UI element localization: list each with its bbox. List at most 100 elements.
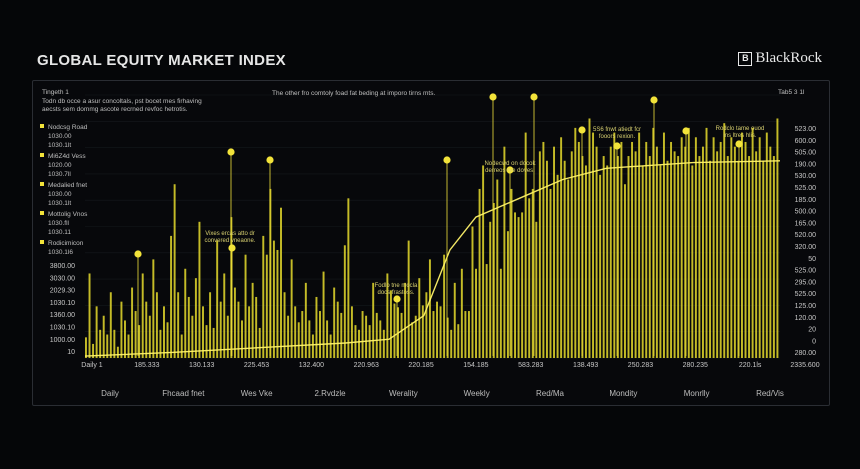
annotation-pin-head	[227, 148, 235, 156]
bar	[131, 287, 134, 358]
bar	[506, 231, 509, 358]
bar	[570, 151, 573, 358]
x-tick-label: 220.1ls	[739, 362, 762, 369]
bar	[553, 146, 556, 358]
bar	[467, 311, 470, 358]
y-tick-label-right: 185.00	[795, 197, 817, 204]
bar	[159, 329, 162, 358]
bar	[297, 322, 300, 358]
bar	[694, 137, 697, 358]
annotation-pin-head	[682, 127, 690, 135]
bar	[705, 127, 708, 359]
bar	[652, 127, 655, 359]
annotation-pin-head	[578, 126, 586, 134]
y-tick-label-right: 320.00	[795, 244, 817, 251]
bar	[375, 312, 378, 358]
annotation-pin-head	[266, 156, 274, 164]
bar	[432, 311, 435, 358]
bar	[744, 141, 747, 358]
bar	[648, 156, 651, 358]
y-tick-label-right: 600.00	[795, 138, 817, 145]
y-tick-label-right: 165.00	[795, 220, 817, 227]
y-tick-label-right: 0	[812, 338, 816, 345]
x-tick-label: 185.333	[134, 362, 159, 369]
bar	[450, 329, 453, 358]
bar	[691, 165, 694, 358]
bar	[634, 151, 637, 358]
y-tick-label-left: 2029.30	[50, 288, 75, 295]
bar	[762, 160, 765, 358]
bar	[489, 221, 492, 358]
bar	[393, 303, 396, 358]
bar	[584, 165, 587, 358]
bar	[740, 132, 743, 358]
bar	[769, 146, 772, 358]
bar	[106, 334, 109, 358]
annotation-label: fooors rexion.	[599, 134, 636, 140]
bar	[209, 292, 212, 358]
bar	[638, 132, 641, 358]
bar	[524, 132, 527, 358]
annotation-label: Nodecwd on docok	[484, 161, 536, 167]
bar	[443, 254, 446, 358]
bar	[294, 306, 297, 358]
y-tick-label-right: 500.00	[795, 209, 817, 216]
bar	[411, 322, 414, 358]
bar	[226, 315, 229, 358]
legend-value: 1030.00	[48, 191, 72, 198]
y-tick-label-right: 530.00	[795, 173, 817, 180]
bar	[343, 245, 346, 358]
bar	[280, 207, 282, 358]
period-label: Fhcaad fnet	[162, 389, 205, 398]
x-tick-label: 225.453	[244, 362, 269, 369]
period-label: Red/Vis	[756, 389, 784, 398]
bar	[134, 311, 137, 358]
bar	[577, 141, 580, 358]
bar	[326, 320, 329, 358]
bar	[439, 306, 442, 358]
bar	[99, 329, 102, 358]
bar	[141, 273, 144, 358]
bar	[592, 132, 595, 358]
bar	[170, 235, 173, 358]
legend-swatch	[40, 240, 44, 244]
bar	[191, 315, 194, 358]
bar	[92, 343, 95, 358]
bar	[276, 249, 279, 358]
bar	[595, 146, 598, 358]
bar	[400, 312, 403, 358]
annotation-pin-head	[228, 244, 236, 252]
y-tick-label-right: 505.00	[795, 150, 817, 157]
x-tick-label: 220.963	[354, 362, 379, 369]
bar	[737, 160, 740, 358]
bar	[733, 146, 736, 358]
annotation-label: Vixes ercas atto dr	[205, 231, 255, 237]
bar	[719, 141, 722, 358]
bar	[666, 160, 669, 358]
period-label: Werality	[389, 389, 418, 398]
legend-swatch	[40, 124, 44, 128]
annotation-label: Rodclo tame ouod	[716, 126, 765, 132]
annotation-pin-head	[134, 250, 142, 258]
y-tick-label-left: 1030.10	[50, 300, 75, 307]
bar	[237, 301, 240, 358]
bar	[723, 123, 726, 359]
bar	[163, 306, 165, 358]
bar	[361, 311, 364, 358]
bar	[659, 165, 662, 358]
legend-sub: 1030.1lt	[48, 142, 71, 149]
bar	[414, 315, 417, 358]
bar	[365, 315, 368, 358]
bar	[258, 327, 261, 358]
y-tick-label-right: 20	[808, 327, 816, 334]
annotation-pin-head	[613, 142, 621, 150]
bar	[599, 174, 602, 358]
bar	[748, 156, 751, 358]
bar	[358, 329, 360, 358]
legend-value: 1030.00	[48, 133, 72, 140]
y-tick-label-right: 525.00	[795, 291, 817, 298]
y-tick-label-right: 125.00	[795, 303, 817, 310]
bar	[180, 334, 183, 358]
bar	[88, 273, 91, 358]
bar	[116, 346, 119, 358]
